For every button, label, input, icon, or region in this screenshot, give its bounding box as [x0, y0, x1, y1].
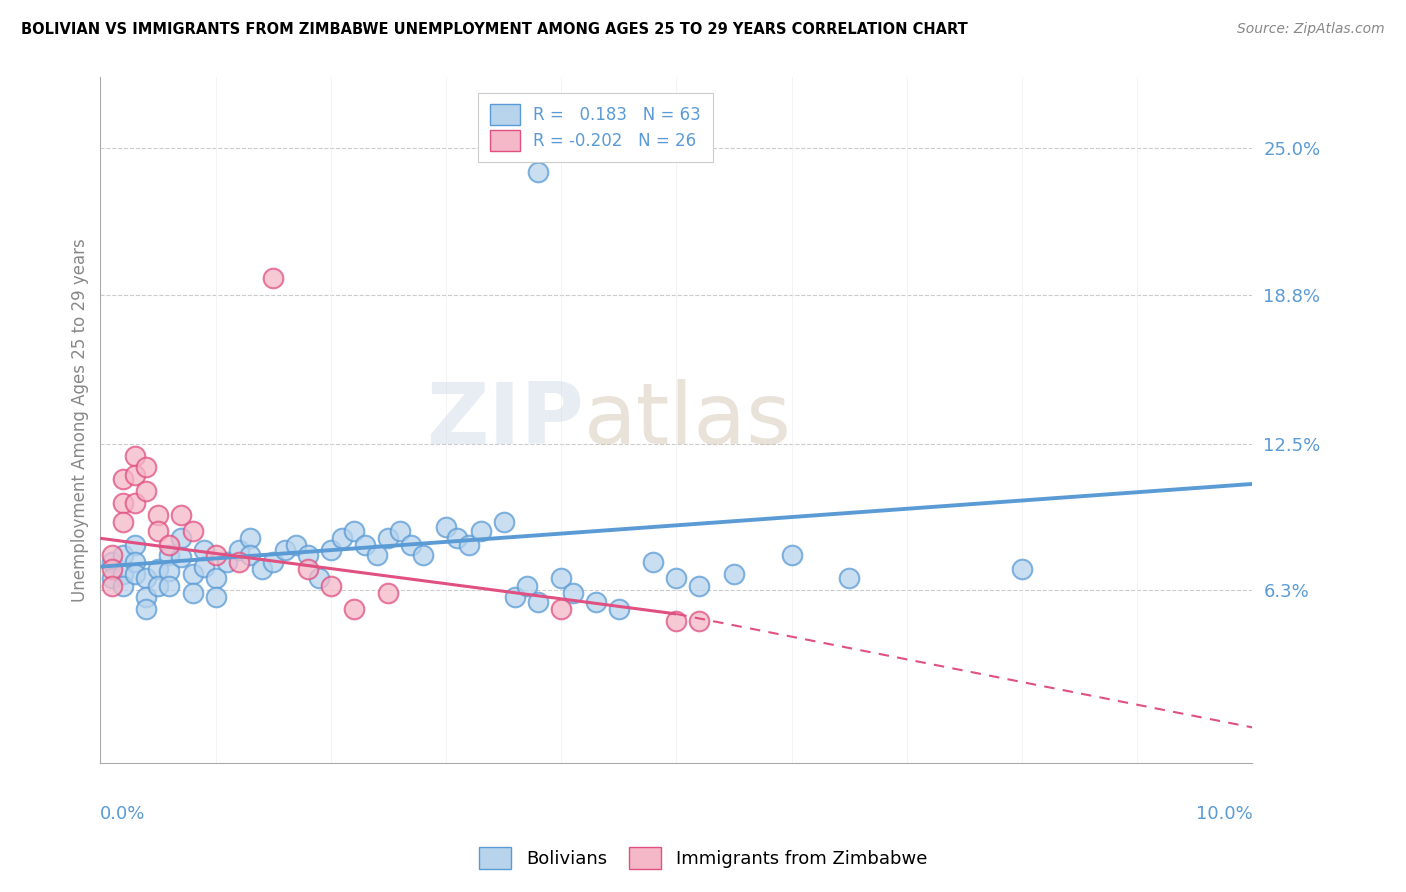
Point [550, 572, 572, 586]
Point [193, 559, 215, 574]
Point [228, 543, 250, 558]
Point [112, 548, 135, 562]
Point [239, 548, 262, 562]
Point [159, 578, 181, 592]
Point [112, 515, 135, 529]
Point [838, 572, 860, 586]
Point [239, 531, 262, 545]
Point [112, 496, 135, 510]
Text: BOLIVIAN VS IMMIGRANTS FROM ZIMBABWE UNEMPLOYMENT AMONG AGES 25 TO 29 YEARS CORR: BOLIVIAN VS IMMIGRANTS FROM ZIMBABWE UNE… [21, 22, 967, 37]
Point [285, 538, 308, 552]
Point [112, 578, 135, 592]
Point [159, 548, 181, 562]
Point [101, 562, 124, 576]
Point [101, 572, 124, 586]
Point [377, 585, 399, 599]
Point [124, 467, 146, 482]
Point [354, 538, 377, 552]
Point [585, 595, 607, 609]
Text: 0.0%: 0.0% [100, 805, 146, 823]
Text: ZIP: ZIP [426, 378, 583, 462]
Legend: R =   0.183   N = 63, R = -0.202   N = 26: R = 0.183 N = 63, R = -0.202 N = 26 [478, 93, 713, 162]
Point [366, 548, 388, 562]
Text: 10.0%: 10.0% [1195, 805, 1253, 823]
Point [135, 602, 157, 616]
Point [665, 572, 688, 586]
Point [193, 543, 215, 558]
Point [550, 602, 572, 616]
Point [146, 562, 169, 576]
Point [124, 496, 146, 510]
Point [262, 555, 284, 569]
Point [343, 602, 366, 616]
Point [181, 585, 204, 599]
Point [101, 578, 124, 592]
Point [204, 572, 226, 586]
Point [401, 538, 423, 552]
Point [217, 555, 239, 569]
Point [112, 472, 135, 486]
Point [458, 538, 481, 552]
Point [308, 572, 330, 586]
Point [319, 543, 342, 558]
Point [101, 548, 124, 562]
Point [146, 524, 169, 539]
Point [688, 614, 710, 628]
Y-axis label: Unemployment Among Ages 25 to 29 years: Unemployment Among Ages 25 to 29 years [72, 238, 89, 602]
Text: atlas: atlas [583, 378, 792, 462]
Point [170, 550, 193, 565]
Point [388, 524, 411, 539]
Point [319, 578, 342, 592]
Point [228, 555, 250, 569]
Point [135, 591, 157, 605]
Point [204, 591, 226, 605]
Point [124, 555, 146, 569]
Point [159, 538, 181, 552]
Point [1011, 562, 1033, 576]
Point [262, 271, 284, 285]
Point [170, 508, 193, 522]
Point [665, 614, 688, 628]
Text: Source: ZipAtlas.com: Source: ZipAtlas.com [1237, 22, 1385, 37]
Point [170, 531, 193, 545]
Point [204, 548, 226, 562]
Point [135, 484, 157, 499]
Point [273, 543, 295, 558]
Point [124, 449, 146, 463]
Point [561, 585, 583, 599]
Point [492, 515, 515, 529]
Legend: Bolivians, Immigrants from Zimbabwe: Bolivians, Immigrants from Zimbabwe [472, 839, 934, 876]
Point [470, 524, 492, 539]
Point [446, 531, 468, 545]
Point [412, 548, 434, 562]
Point [297, 548, 319, 562]
Point [516, 578, 538, 592]
Point [135, 572, 157, 586]
Point [377, 531, 399, 545]
Point [607, 602, 630, 616]
Point [343, 524, 366, 539]
Point [146, 508, 169, 522]
Point [124, 538, 146, 552]
Point [181, 566, 204, 581]
Point [146, 578, 169, 592]
Point [503, 591, 526, 605]
Point [723, 566, 745, 581]
Point [124, 566, 146, 581]
Point [297, 562, 319, 576]
Point [101, 555, 124, 569]
Point [643, 555, 665, 569]
Point [159, 565, 181, 579]
Point [181, 524, 204, 539]
Point [527, 595, 550, 609]
Point [250, 562, 273, 576]
Point [527, 165, 550, 179]
Point [688, 578, 710, 592]
Point [434, 519, 457, 533]
Point [780, 548, 803, 562]
Point [112, 566, 135, 581]
Point [135, 460, 157, 475]
Point [330, 531, 353, 545]
